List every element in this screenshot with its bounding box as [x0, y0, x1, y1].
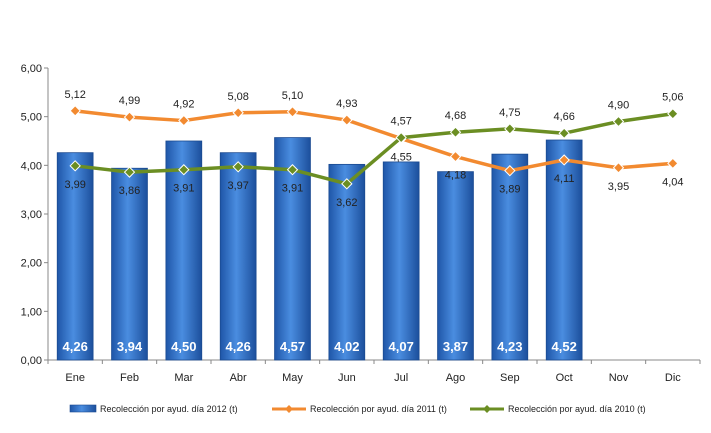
series-2010-marker	[504, 123, 516, 135]
series-2011-marker	[612, 162, 625, 174]
bar-value-label: 4,26	[226, 339, 251, 354]
series-2011-marker	[123, 111, 136, 123]
series-2010-legend-marker	[483, 405, 491, 413]
series-2010-value-label: 3,62	[336, 197, 357, 209]
y-tick-label: 4,00	[21, 160, 42, 172]
series-2010-value-label: 4,66	[553, 111, 574, 123]
series-2010-marker	[341, 178, 353, 190]
bar	[111, 167, 148, 361]
bar-value-label: 4,50	[171, 339, 196, 354]
bar	[328, 163, 366, 361]
bar-value-label: 4,52	[552, 339, 577, 354]
series-2011-value-label: 4,11	[554, 173, 575, 185]
x-tick-label: Dic	[665, 372, 681, 384]
x-tick-label: May	[282, 372, 303, 384]
bar-series	[56, 137, 583, 361]
series-2010-marker	[395, 131, 407, 144]
series-2011-value-label: 4,18	[445, 170, 466, 182]
series-2011-value-label: 4,55	[390, 152, 411, 164]
bar-value-label: 3,87	[443, 339, 468, 354]
series-2011-value-label: 5,08	[227, 91, 248, 103]
bar	[165, 140, 203, 361]
series-2010-marker	[286, 164, 299, 176]
series-2010-value-label: 5,06	[662, 92, 683, 104]
bar	[545, 139, 583, 361]
series-2011-value-label: 3,95	[608, 181, 629, 193]
bar	[219, 152, 257, 361]
series-2011-legend-label: Recolección por ayud. día 2011 (t)	[310, 404, 447, 414]
series-2011-marker	[69, 105, 81, 117]
series-2010-value-label: 3,91	[173, 183, 194, 195]
series-2010-marker	[667, 108, 679, 120]
series-2010-value-label: 4,75	[499, 107, 520, 119]
series-2010-value-label: 3,91	[282, 183, 303, 195]
bar	[491, 153, 529, 361]
y-tick-label: 2,00	[21, 258, 42, 270]
series-2011-marker	[504, 164, 516, 177]
series-2010-marker	[123, 166, 136, 178]
legend-swatch-2012	[69, 404, 97, 413]
bar-value-label: 4,07	[389, 339, 414, 354]
x-tick-label: Mar	[174, 372, 193, 384]
series-2010-legend-label: Recolección por ayud. día 2010 (t)	[508, 404, 646, 414]
bar-value-label: 4,23	[497, 339, 522, 354]
x-tick-label: Nov	[609, 372, 629, 384]
series-2011-legend-marker	[285, 405, 293, 413]
y-tick-label: 3,00	[21, 209, 42, 221]
series-2010-value-label: 4,90	[608, 100, 629, 112]
data-labels: 4,26 3,94 4,50 4,26 4,57 4,02 4,07 3,87 4,23 4,52…	[63, 89, 684, 354]
series-2011-marker	[232, 107, 244, 119]
series-2011-value-label: 5,10	[282, 90, 303, 102]
x-tick-label: Jul	[394, 372, 408, 384]
series-2010-marker	[558, 127, 570, 139]
series-2011-value-label: 5,12	[64, 89, 85, 101]
bar-value-label: 4,57	[280, 339, 305, 354]
legend-label-2012: Recolección por ayud. día 2012 (t)	[100, 404, 238, 414]
y-tick-label: 5,00	[21, 112, 42, 124]
series-2010-marker	[612, 115, 625, 128]
series-2010-value-label: 3,97	[227, 180, 248, 192]
series-2010-value-label: 4,57	[390, 116, 411, 128]
y-tick-label: 1,00	[21, 306, 42, 318]
series-2011-marker	[449, 150, 462, 163]
series-2011-value-label: 3,89	[499, 184, 520, 196]
series-2010-marker	[449, 126, 462, 138]
series-2011-value-label: 4,04	[662, 176, 683, 188]
line-series	[69, 105, 679, 190]
series-2010-marker	[232, 161, 244, 173]
y-tick-label: 6,00	[21, 63, 42, 75]
bar	[382, 161, 420, 361]
bar	[56, 152, 94, 361]
series-2011-marker	[341, 114, 353, 126]
x-tick-label: Feb	[120, 372, 139, 384]
x-tick-label: Ene	[65, 372, 85, 384]
series-2010-value-label: 4,68	[445, 110, 466, 122]
series-2010-value-label: 3,99	[64, 179, 85, 191]
series-2011-marker	[667, 157, 679, 170]
series-2011-value-label: 4,93	[336, 98, 357, 110]
bar	[437, 171, 474, 361]
series-2010-marker	[178, 164, 190, 176]
legend: Recolección por ayud. día 2012 (t) Recole…	[69, 404, 646, 414]
x-tick-label: Ago	[446, 372, 466, 384]
x-tick-label: Sep	[500, 372, 520, 384]
x-tick-label: Jun	[338, 372, 356, 384]
bar-value-label: 4,26	[63, 339, 88, 354]
series-2010-value-label: 3,86	[119, 185, 140, 197]
series-2011-value-label: 4,92	[173, 99, 194, 111]
series-2010-marker	[69, 160, 81, 172]
series-2011-value-label: 4,99	[119, 95, 140, 107]
bar-value-label: 4,02	[334, 339, 359, 354]
series-2010-line	[73, 111, 675, 186]
series-2011-marker	[178, 114, 190, 127]
x-tick-label: Abr	[230, 372, 247, 384]
axes: 0,00 1,00 2,00 3,00 4,00 5,00 6,00 Ene Feb Mar Abr…	[21, 63, 701, 384]
series-2011-marker	[558, 154, 570, 166]
bar-value-label: 3,94	[117, 339, 143, 354]
series-2011-line	[73, 109, 675, 173]
series-2011-marker	[286, 106, 299, 118]
y-tick-label: 0,00	[21, 355, 42, 367]
x-tick-label: Oct	[556, 372, 573, 384]
